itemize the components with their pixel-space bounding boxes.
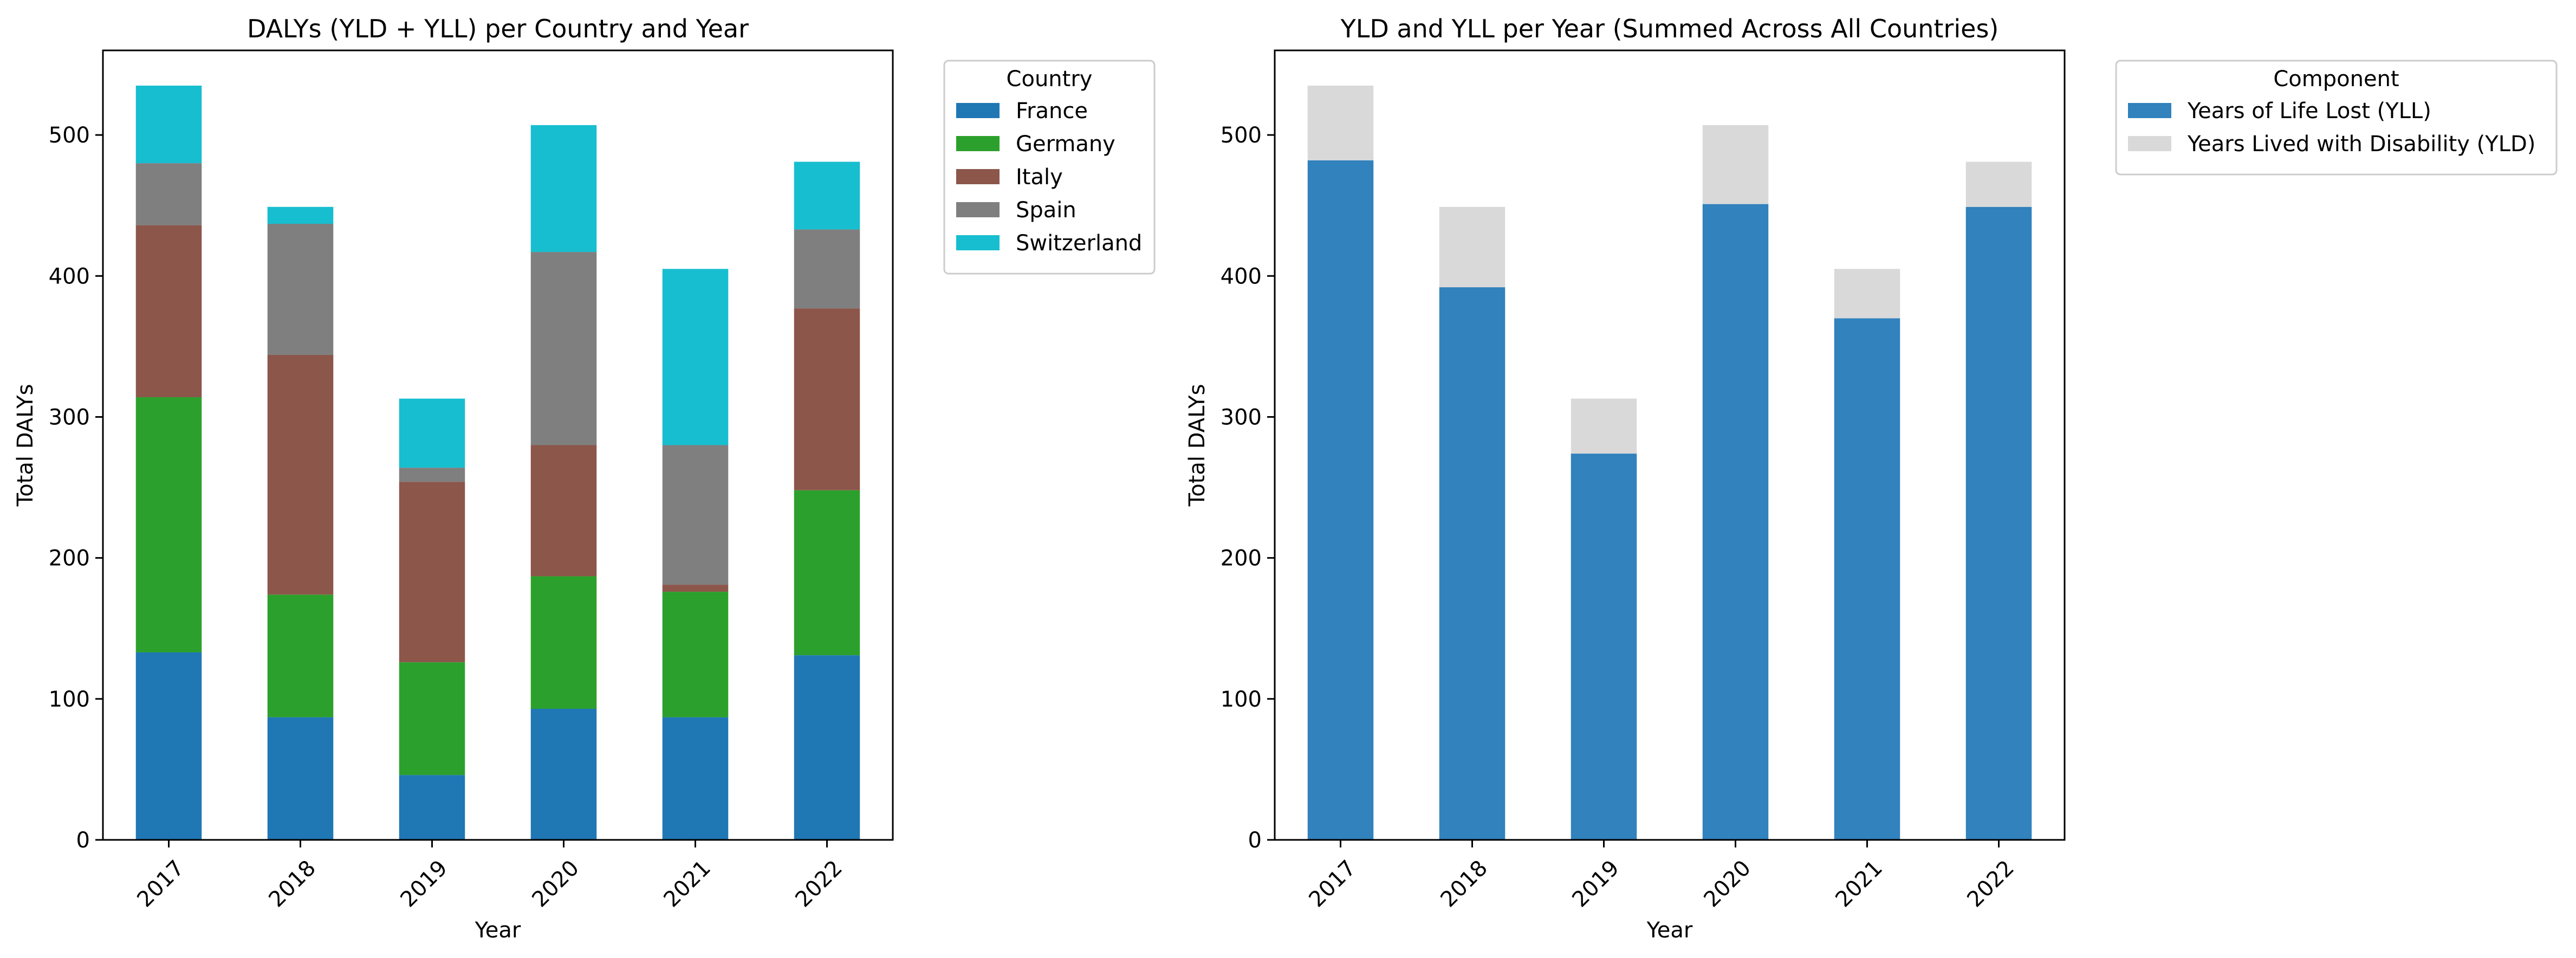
bar-years-lived-with-disability-yld-2020: [1702, 125, 1769, 204]
bars-layer: [1307, 86, 2032, 840]
x-axis-label: Year: [475, 918, 521, 943]
bar-years-of-life-lost-yll-2022: [1965, 206, 2032, 840]
legend-swatch-years-of-life-lost-yll: [2128, 103, 2171, 118]
bar-years-lived-with-disability-yld-2017: [1307, 86, 1374, 160]
legend-swatch-switzerland: [956, 235, 1000, 250]
legend-label-years-lived-with-disability-yld: Years Lived with Disability (YLD): [2187, 132, 2535, 157]
bar-spain-2021: [662, 445, 729, 585]
bar-switzerland-2019: [399, 398, 465, 468]
y-tick-label: 0: [76, 828, 90, 853]
y-tick-label: 400: [1221, 264, 1262, 289]
legend-swatch-spain: [956, 202, 1000, 217]
bar-years-of-life-lost-yll-2020: [1702, 204, 1769, 840]
y-tick-label: 0: [1248, 828, 1262, 853]
legend-box: [2115, 60, 2558, 176]
bar-germany-2017: [135, 397, 202, 652]
legend-label-switzerland: Switzerland: [1016, 231, 1142, 256]
legend-swatch-france: [956, 103, 1000, 118]
bar-germany-2021: [662, 592, 729, 717]
bar-france-2021: [662, 717, 729, 840]
legend-label-france: France: [1016, 99, 1088, 124]
legend-swatch-italy: [956, 169, 1000, 184]
bar-years-of-life-lost-yll-2017: [1307, 160, 1374, 840]
legend-label-italy: Italy: [1016, 165, 1063, 190]
bar-spain-2019: [399, 468, 465, 482]
plot-frame: [1274, 49, 2066, 841]
y-tick-label: 500: [1221, 123, 1262, 148]
bar-germany-2020: [530, 576, 597, 709]
bar-switzerland-2022: [794, 161, 860, 230]
bar-spain-2017: [135, 163, 202, 225]
y-axis-label: Total DALYs: [1185, 384, 1210, 507]
y-tick-label: 500: [49, 123, 90, 148]
y-axis: 0 100 200 300 400 500: [49, 123, 103, 853]
legend-swatch-germany: [956, 136, 1000, 151]
legend-title: Component: [2273, 67, 2399, 92]
legend-label-years-of-life-lost-yll: Years of Life Lost (YLL): [2187, 99, 2431, 124]
bar-italy-2019: [399, 482, 465, 663]
bar-years-of-life-lost-yll-2019: [1571, 454, 1637, 840]
bar-italy-2021: [662, 585, 729, 592]
legend-title: Country: [1007, 67, 1093, 92]
bar-switzerland-2017: [135, 86, 202, 164]
bar-switzerland-2020: [530, 125, 597, 253]
x-axis-label: Year: [1646, 918, 1693, 943]
legend-items: France Germany Italy Spain Switzerland: [956, 99, 1142, 256]
bar-italy-2017: [135, 225, 202, 398]
bar-italy-2020: [530, 445, 597, 577]
bar-years-of-life-lost-yll-2018: [1439, 287, 1506, 840]
legend-swatch-years-lived-with-disability-yld: [2128, 136, 2171, 151]
bar-years-lived-with-disability-yld-2019: [1571, 398, 1637, 454]
legend-label-germany: Germany: [1016, 132, 1115, 157]
y-tick-label: 200: [1221, 546, 1262, 571]
bar-years-of-life-lost-yll-2021: [1834, 318, 1900, 840]
bar-france-2017: [135, 652, 202, 840]
bar-germany-2022: [794, 490, 860, 656]
legend: Country France Germany Italy Spain Switzerla…: [943, 60, 1156, 275]
y-axis: 0 100 200 300 400 500: [1221, 123, 1275, 853]
bars-layer: [135, 86, 860, 840]
bar-italy-2022: [794, 308, 860, 490]
y-tick-label: 100: [49, 687, 90, 712]
plot-frame: [102, 49, 894, 841]
legend-items: Years of Life Lost (YLL) Years Lived with…: [2128, 99, 2535, 157]
bar-spain-2018: [267, 224, 334, 355]
bar-switzerland-2018: [267, 206, 334, 224]
bar-france-2019: [399, 775, 465, 840]
y-tick-label: 100: [1221, 687, 1262, 712]
bar-france-2020: [530, 709, 597, 840]
bar-years-lived-with-disability-yld-2021: [1834, 269, 1900, 319]
bar-years-lived-with-disability-yld-2018: [1439, 206, 1506, 288]
bar-switzerland-2021: [662, 269, 729, 445]
bar-france-2018: [267, 717, 334, 840]
y-tick-label: 300: [1221, 405, 1262, 430]
y-tick-label: 400: [49, 264, 90, 289]
bar-germany-2018: [267, 594, 334, 717]
bar-years-lived-with-disability-yld-2022: [1965, 161, 2032, 207]
bar-spain-2020: [530, 252, 597, 445]
legend: Component Years of Life Lost (YLL)Years …: [2115, 60, 2558, 176]
legend-label-spain: Spain: [1016, 198, 1076, 223]
bar-france-2022: [794, 655, 860, 840]
y-axis-label: Total DALYs: [13, 384, 38, 507]
y-tick-label: 300: [49, 405, 90, 430]
chart-title: DALYs (YLD + YLL) per Country and Year: [247, 14, 749, 43]
y-tick-label: 200: [49, 546, 90, 571]
bar-germany-2019: [399, 662, 465, 775]
bar-italy-2018: [267, 354, 334, 595]
chart-title: YLD and YLL per Year (Summed Across All …: [1340, 14, 1999, 43]
bar-spain-2022: [794, 229, 860, 309]
